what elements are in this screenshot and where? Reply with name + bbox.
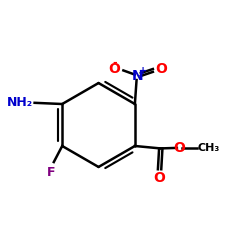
Text: N: N (132, 70, 143, 84)
Text: +: + (139, 66, 147, 76)
Text: O: O (156, 62, 168, 76)
Text: O: O (173, 141, 185, 155)
Text: CH₃: CH₃ (198, 143, 220, 153)
Text: O: O (154, 171, 166, 185)
Text: NH₂: NH₂ (7, 96, 34, 109)
Text: F: F (47, 166, 56, 179)
Text: -: - (113, 58, 117, 68)
Text: O: O (108, 62, 120, 76)
